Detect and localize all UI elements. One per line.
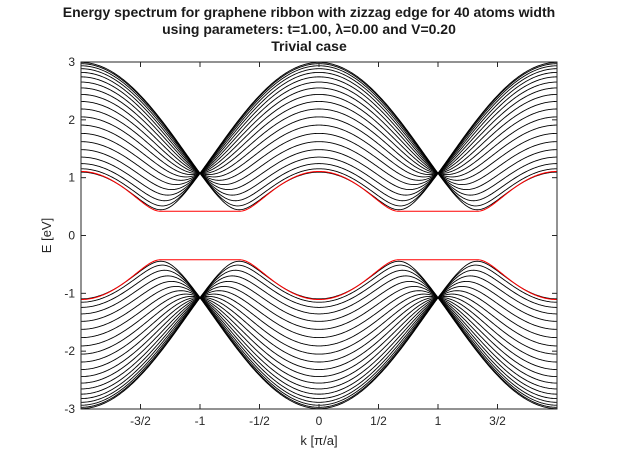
chart-title-line-1: Energy spectrum for graphene ribbon with… (62, 4, 556, 20)
bulk-band-line (80, 269, 558, 308)
x-axis-ticks: -3/2 -1 -1/2 0 1/2 1 3/2 (130, 62, 506, 428)
bulk-band-line (80, 132, 558, 181)
bulk-band-line (80, 293, 558, 347)
y-axis-ticks: 3 2 1 0 -1 -2 -3 (64, 55, 557, 416)
bulk-band-line (80, 297, 558, 378)
x-tick-label: 1 (435, 414, 442, 428)
y-axis-label: E [eV] (39, 218, 54, 253)
x-tick-label: -1 (195, 414, 206, 428)
bulk-band-line (80, 297, 558, 395)
chart-title-line-2: using parameters: t=1.00, λ=0.00 and V=0… (162, 21, 456, 37)
bulk-band-line (80, 297, 558, 403)
bulk-band-line (80, 68, 558, 174)
bulk-band-line (80, 297, 558, 363)
bulk-band-line (80, 285, 558, 330)
edge-state-line (80, 259, 558, 301)
bulk-band-line (80, 297, 558, 384)
band-lines (80, 61, 558, 410)
y-tick-label: 2 (68, 113, 75, 127)
bulk-band-line (80, 116, 558, 176)
x-tick-label: 3/2 (489, 414, 506, 428)
bulk-band-line (80, 76, 558, 174)
bulk-band-line (80, 275, 558, 315)
bulk-band-line (80, 295, 558, 355)
chart-title-line-3: Trivial case (271, 38, 347, 54)
bulk-band-line (80, 108, 558, 174)
bulk-band-line (80, 149, 558, 191)
bulk-band-line (80, 171, 558, 211)
y-tick-label: 1 (68, 171, 75, 185)
x-tick-label: -3/2 (130, 414, 151, 428)
bulk-band-line (80, 297, 558, 390)
bulk-band-line (80, 71, 558, 174)
bulk-band-line (80, 93, 558, 174)
bulk-band-line (80, 168, 558, 207)
edge-state-line (80, 170, 558, 212)
y-tick-label: -3 (64, 402, 75, 416)
bulk-band-line (80, 141, 558, 186)
bulk-band-line (80, 87, 558, 174)
x-axis-label: k [π/a] (300, 433, 337, 448)
bulk-band-line (80, 124, 558, 178)
bulk-band-line (80, 264, 558, 303)
y-tick-label: 0 (68, 229, 75, 243)
x-tick-label: 0 (316, 414, 323, 428)
bulk-band-line (80, 297, 558, 370)
bulk-band-line (80, 260, 558, 300)
y-tick-label: -1 (64, 286, 75, 300)
y-tick-label: -2 (64, 344, 75, 358)
bulk-band-line (80, 290, 558, 339)
bulk-band-line (80, 81, 558, 174)
bulk-band-line (80, 101, 558, 174)
x-tick-label: -1/2 (249, 414, 270, 428)
edge-state-lines (80, 170, 558, 301)
bulk-band-line (80, 163, 558, 202)
bulk-band-line (80, 280, 558, 322)
bulk-band-line (80, 156, 558, 196)
y-tick-label: 3 (68, 55, 75, 69)
x-tick-label: 1/2 (370, 414, 387, 428)
bulk-band-line (80, 297, 558, 400)
